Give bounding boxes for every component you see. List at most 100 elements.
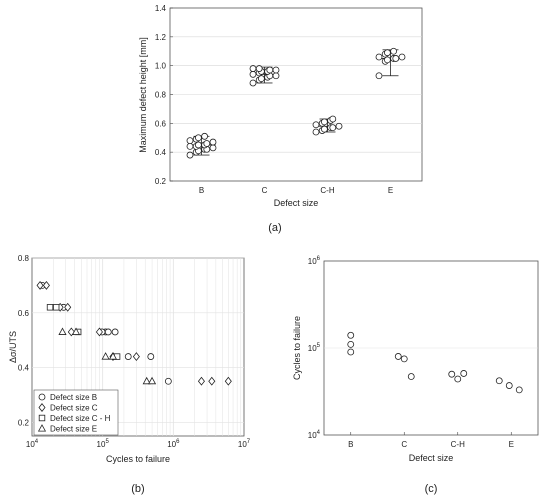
panel-a-point bbox=[329, 115, 337, 123]
panel-c-series-E bbox=[495, 377, 523, 394]
panel-a-x-tick-label: C-H bbox=[320, 186, 334, 195]
panel-b-point bbox=[95, 327, 103, 337]
panel-b-point bbox=[124, 353, 132, 360]
panel-b-point bbox=[104, 328, 112, 336]
panel-a-y-tick-label: 0.6 bbox=[155, 119, 167, 128]
panel-c-y-axis-label: Cycles to failure bbox=[292, 316, 302, 380]
panel-b-legend-entry: Defect size E bbox=[50, 425, 97, 434]
panel-a-point bbox=[383, 56, 391, 64]
panel-b-y-tick-label: 0.6 bbox=[18, 309, 30, 318]
panel-b-point bbox=[58, 327, 67, 335]
panel-b-point bbox=[101, 352, 110, 360]
panel-b-point bbox=[197, 376, 205, 386]
panel-a-y-axis-label: Maximum defect height [mm] bbox=[138, 37, 148, 153]
panel-b-point bbox=[46, 304, 54, 311]
panel-a-y-tick-label: 0.8 bbox=[155, 91, 167, 100]
panel-b-x-tick-label: 107 bbox=[238, 439, 251, 449]
panel-b-y-tick-label: 0.2 bbox=[18, 418, 30, 427]
panel-a-series-C-H bbox=[312, 115, 343, 136]
panel-c-point bbox=[454, 375, 462, 383]
panel-b-point bbox=[147, 376, 157, 385]
panel-a-point bbox=[257, 75, 265, 83]
panel-a-y-tick-label: 1.2 bbox=[155, 33, 167, 42]
panel-b-point bbox=[164, 377, 172, 385]
panel-b-point bbox=[142, 376, 151, 385]
panel-a-point bbox=[186, 151, 194, 159]
panel-a-point bbox=[335, 122, 343, 130]
panel-c-series-C-H bbox=[448, 370, 468, 383]
panel-a-point bbox=[186, 137, 194, 145]
panel-b-y-tick-label: 0.4 bbox=[18, 364, 30, 373]
panel-a-point bbox=[249, 70, 257, 78]
panel-a-point bbox=[272, 66, 280, 74]
panel-b-legend-entry: Defect size C - H bbox=[50, 414, 111, 423]
panel-c-point bbox=[460, 370, 468, 377]
panel-a-point bbox=[203, 140, 211, 147]
panel-a-point bbox=[320, 118, 328, 126]
panel-b-legend-entry: Defect size C bbox=[50, 404, 98, 413]
panel-a-series-C bbox=[249, 65, 280, 87]
panel-a-y-tick-label: 0.2 bbox=[155, 177, 167, 186]
panel-c-chart: 104 105 106 B C C-H E Cycles to failure Defec… bbox=[292, 256, 539, 495]
panel-c-point bbox=[407, 373, 415, 380]
panel-a-point bbox=[272, 72, 280, 80]
panel-b-y-tick-label: 0.8 bbox=[18, 254, 30, 263]
panel-a-y-tick-label: 0.4 bbox=[155, 148, 167, 157]
panel-c-point bbox=[347, 331, 355, 339]
panel-c-point bbox=[505, 382, 513, 389]
panel-a-x-axis-label: Defect size bbox=[274, 198, 319, 208]
panel-c-x-tick-label: E bbox=[509, 440, 514, 449]
panel-a-point bbox=[398, 53, 406, 61]
panel-b-point bbox=[108, 352, 118, 360]
panel-b-point bbox=[36, 280, 44, 290]
panel-b-x-axis-label: Cycles to failure bbox=[106, 454, 170, 464]
panel-a-caption: (a) bbox=[268, 222, 281, 234]
panel-b-series-triangle bbox=[58, 327, 157, 385]
panel-a-series-E bbox=[375, 47, 406, 80]
panel-c-point bbox=[400, 355, 408, 363]
panel-a-point bbox=[312, 121, 320, 129]
panel-a-point bbox=[249, 79, 257, 87]
panel-a-x-tick-label: E bbox=[388, 186, 393, 195]
panel-b-legend-box bbox=[33, 389, 119, 436]
panel-b-x-tick-label: 105 bbox=[97, 439, 110, 449]
panel-b-point bbox=[224, 376, 232, 386]
panel-c-x-tick-label: C bbox=[401, 440, 407, 449]
panel-b-point bbox=[147, 353, 155, 360]
panel-b-y-axis-label: Δσ/UTS bbox=[8, 331, 18, 363]
panel-b-legend-marker bbox=[38, 393, 46, 401]
panel-c-point bbox=[347, 340, 355, 348]
panel-c-caption: (c) bbox=[425, 483, 438, 495]
panel-c-x-tick-label: C-H bbox=[451, 440, 465, 449]
panel-a-point bbox=[194, 141, 202, 149]
panel-b-point bbox=[71, 327, 81, 335]
panel-c-x-tick-label: B bbox=[348, 440, 353, 449]
panel-a-point bbox=[375, 53, 383, 61]
panel-a-point bbox=[312, 128, 320, 136]
panel-c-point bbox=[347, 348, 355, 356]
panel-b-legend-marker bbox=[38, 403, 46, 412]
panel-a-point bbox=[209, 144, 217, 152]
panel-c-point bbox=[394, 353, 402, 360]
panel-a-point bbox=[390, 47, 398, 55]
panel-b-x-tick-label: 104 bbox=[26, 439, 39, 449]
panel-c-point bbox=[515, 386, 523, 394]
panel-b-point bbox=[52, 304, 60, 311]
panel-c-y-tick-label: 104 bbox=[308, 430, 321, 440]
panel-a-point bbox=[329, 124, 337, 132]
panel-a-x-tick-label: B bbox=[199, 186, 204, 195]
panel-b-point bbox=[208, 376, 216, 386]
panel-b-point bbox=[132, 352, 140, 362]
panel-a-point bbox=[392, 55, 400, 62]
panel-c-series-C bbox=[394, 353, 415, 380]
panel-b-point bbox=[64, 302, 72, 312]
panel-c-series-B bbox=[347, 331, 355, 356]
panel-a-chart: 0.2 0.4 0.6 0.8 1.0 1.2 1.4 B C C-H E Maximum def… bbox=[138, 4, 423, 234]
panel-c-point bbox=[495, 377, 503, 385]
panel-c-y-tick-label: 106 bbox=[308, 256, 321, 266]
panel-b-legend-entry: Defect size B bbox=[50, 393, 97, 402]
panel-b-legend-marker bbox=[37, 424, 47, 432]
panel-a-point bbox=[201, 132, 209, 140]
panel-a-point bbox=[186, 142, 194, 150]
